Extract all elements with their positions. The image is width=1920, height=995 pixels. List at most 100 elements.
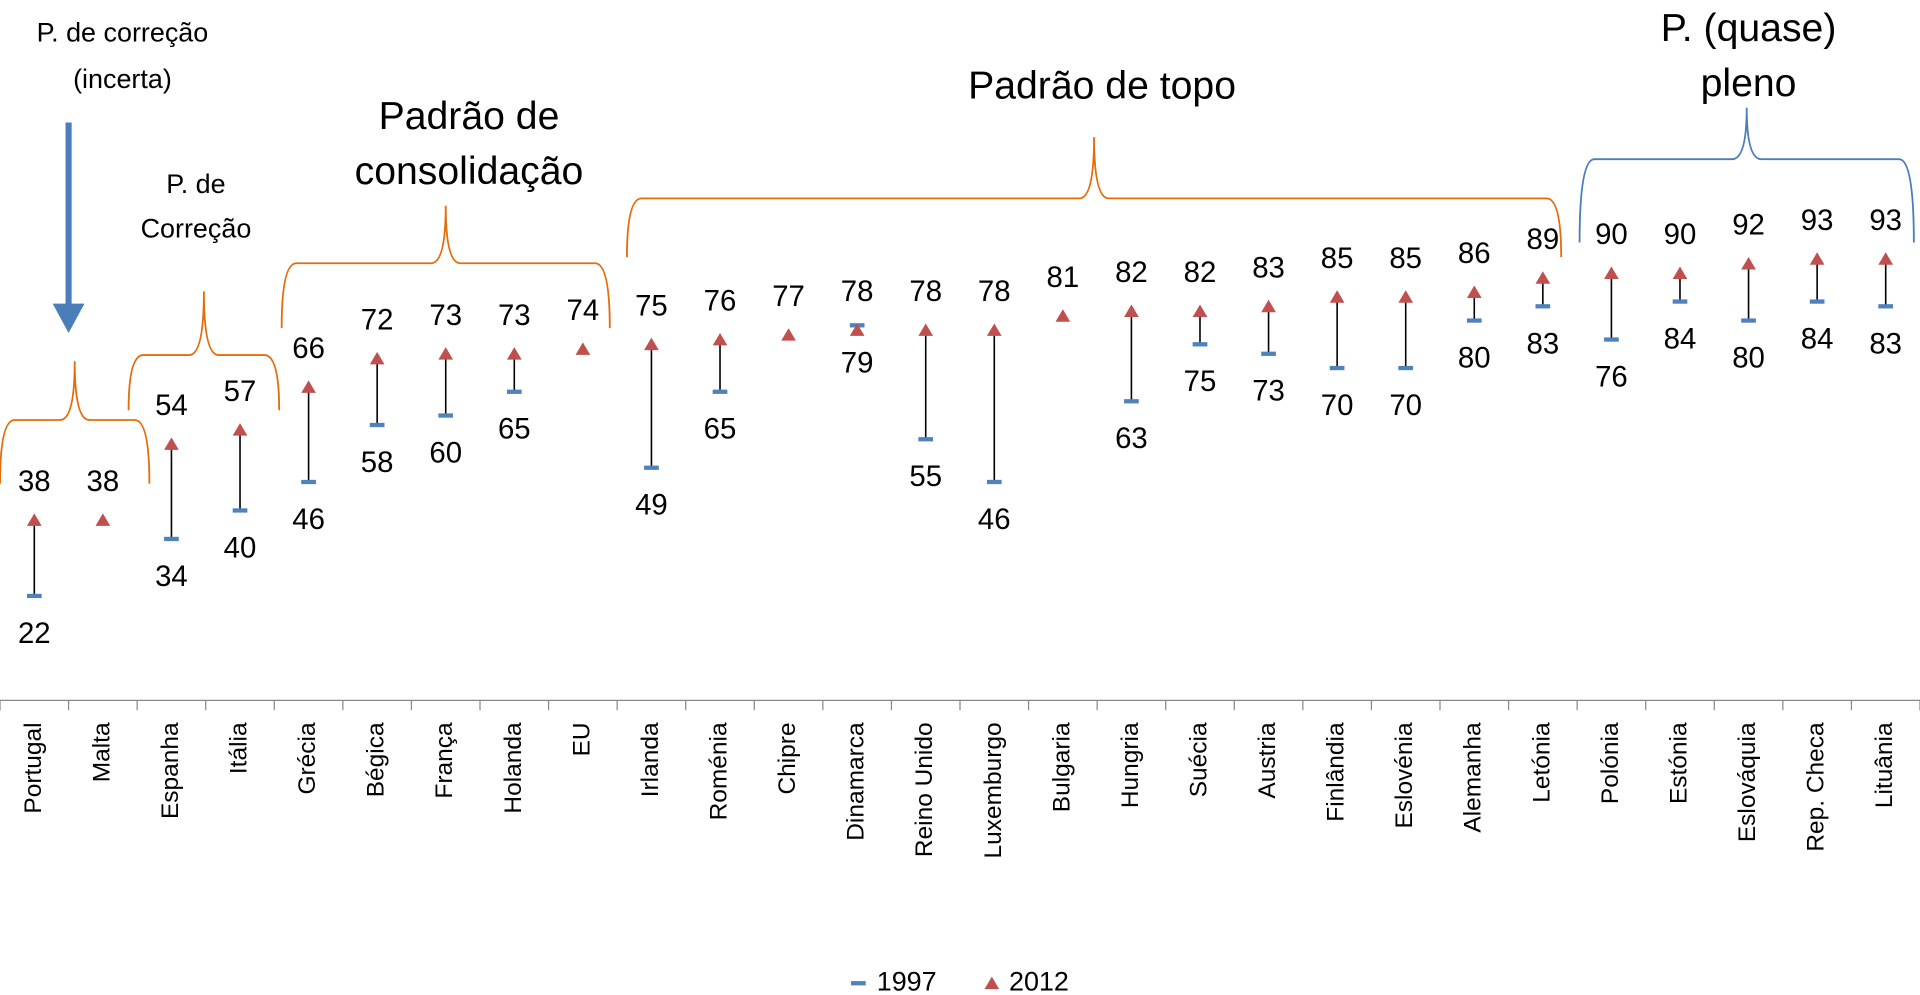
marker-2012: [781, 328, 796, 341]
data-label: 80: [1458, 342, 1491, 375]
annotation: P. de: [166, 169, 225, 199]
marker-2012: [1398, 290, 1414, 303]
data-label: 38: [87, 465, 120, 498]
marker-2012: [438, 347, 454, 360]
data-label: 46: [292, 503, 325, 536]
x-tick-label: Letónia: [1528, 722, 1555, 803]
marker-2012: [506, 347, 522, 360]
data-label: 70: [1321, 389, 1354, 422]
x-tick-label: Espanha: [157, 722, 184, 819]
marker-2012: [918, 323, 934, 336]
marker-2012: [1809, 252, 1825, 265]
data-label: 70: [1389, 389, 1422, 422]
data-label: 93: [1801, 204, 1834, 237]
data-label: 84: [1801, 323, 1834, 356]
marker-2012: [1055, 309, 1071, 322]
data-label: 90: [1595, 218, 1628, 251]
data-label: 81: [1047, 261, 1080, 294]
marker-2012: [26, 513, 42, 526]
x-tick-label: Irlanda: [637, 722, 664, 797]
data-label: 58: [361, 446, 394, 479]
x-tick-label: Malta: [88, 722, 115, 782]
x-tick-label: Alemanha: [1460, 722, 1487, 833]
annotation: consolidação: [355, 150, 584, 193]
annotation: Padrão de topo: [968, 65, 1236, 108]
data-label: 80: [1732, 342, 1765, 375]
marker-2012: [1261, 299, 1276, 313]
data-label: 82: [1115, 256, 1148, 289]
data-label: 63: [1115, 422, 1148, 455]
annotation-arrowhead: [52, 303, 85, 334]
x-tick-label: Suécia: [1185, 722, 1212, 797]
data-label: 74: [567, 294, 600, 327]
data-label: 92: [1732, 209, 1765, 242]
x-tick-label: Eslovénia: [1391, 722, 1418, 828]
annotation: P. (quase): [1661, 7, 1837, 50]
data-label: 72: [361, 304, 394, 337]
x-tick-label: Dinamarca: [843, 722, 870, 841]
marker-2012: [164, 437, 179, 450]
x-tick-label: Grécia: [294, 722, 321, 794]
data-label: 73: [429, 299, 462, 332]
data-label: 83: [1869, 327, 1902, 360]
data-label: 76: [704, 285, 737, 318]
data-label: 57: [224, 375, 257, 408]
data-label: 49: [635, 489, 668, 522]
x-tick-label: Rep. Checa: [1803, 722, 1830, 852]
marker-2012: [1329, 290, 1345, 303]
data-label: 78: [841, 275, 874, 308]
annotation: Correção: [141, 213, 252, 243]
data-label: 78: [909, 275, 942, 308]
marker-2012: [232, 423, 248, 436]
x-tick-label: Portugal: [20, 722, 47, 813]
marker-2012: [1878, 252, 1894, 265]
legend-label: 1997: [877, 966, 937, 995]
data-label: 22: [18, 617, 51, 650]
data-label: 86: [1458, 237, 1491, 270]
marker-2012: [986, 323, 1002, 336]
annotation-bracket: [127, 291, 281, 411]
x-tick-label: França: [431, 722, 458, 799]
data-label: 89: [1527, 223, 1560, 256]
data-label: 85: [1389, 242, 1422, 275]
data-label: 54: [155, 389, 188, 422]
marker-2012: [712, 332, 728, 346]
x-tick-label: Eslováquia: [1734, 722, 1761, 842]
marker-2012: [1466, 285, 1482, 298]
marker-2012: [1741, 256, 1756, 270]
x-tick-label: Polónia: [1597, 722, 1624, 804]
data-label: 79: [841, 346, 874, 379]
data-label: 40: [224, 531, 257, 564]
x-tick-label: Reino Unido: [911, 722, 938, 857]
legend-label: 2012: [1009, 966, 1069, 995]
marker-2012: [1192, 304, 1208, 317]
data-label: 83: [1252, 251, 1285, 284]
annotation-bracket: [280, 205, 611, 329]
data-label: 46: [978, 503, 1011, 536]
data-label: 75: [1184, 365, 1217, 398]
data-label: 83: [1527, 327, 1560, 360]
marker-2012: [849, 323, 865, 336]
marker-2012: [1672, 266, 1688, 279]
marker-2012: [575, 342, 591, 355]
x-tick-label: Chipre: [774, 722, 801, 794]
data-label: 78: [978, 275, 1011, 308]
legend-marker: [984, 976, 1000, 990]
x-tick-label: Luxemburgo: [980, 722, 1007, 858]
data-label: 82: [1184, 256, 1217, 289]
data-label: 60: [429, 436, 462, 469]
annotation-bracket: [626, 137, 1563, 258]
data-label: 90: [1664, 218, 1697, 251]
data-label: 55: [909, 460, 942, 493]
data-label: 76: [1595, 361, 1628, 394]
data-label: 38: [18, 465, 51, 498]
annotation-bracket: [1578, 107, 1915, 243]
marker-2012: [644, 337, 659, 351]
data-label: 65: [498, 413, 531, 446]
x-tick-label: Bulgaria: [1048, 722, 1075, 812]
data-label: 75: [635, 289, 668, 322]
marker-2012: [95, 513, 111, 526]
x-tick-label: Hungria: [1117, 722, 1144, 808]
